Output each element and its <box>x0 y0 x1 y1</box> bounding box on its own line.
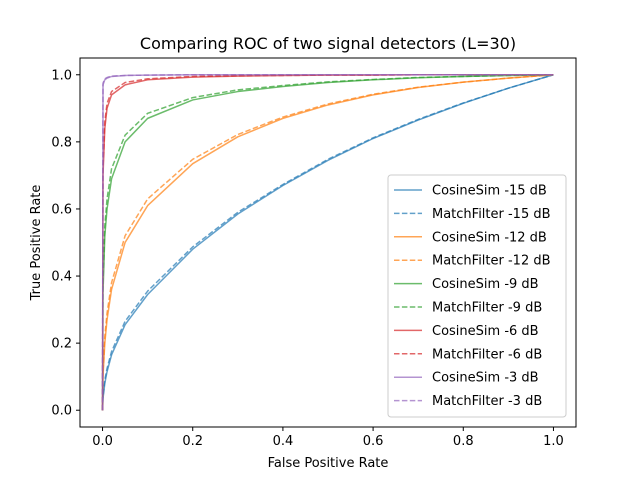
y-tick-label: 0.0 <box>51 404 72 419</box>
legend-label-9: MatchFilter -3 dB <box>432 394 542 409</box>
x-tick-label: 0.2 <box>182 434 203 449</box>
x-tick-label: 0.6 <box>363 434 384 449</box>
x-axis-label: False Positive Rate <box>268 456 389 471</box>
plot-frame <box>79 57 577 428</box>
legend-label-6: CosineSim -6 dB <box>432 324 539 339</box>
legend-label-2: CosineSim -12 dB <box>432 230 547 245</box>
x-tick-label: 1.0 <box>543 434 564 449</box>
legend-label-4: CosineSim -9 dB <box>432 277 539 292</box>
legend-label-0: CosineSim -15 dB <box>432 184 547 199</box>
plot-area <box>101 74 554 411</box>
chart-title: Comparing ROC of two signal detectors (L… <box>140 34 516 53</box>
legend-label-5: MatchFilter -9 dB <box>432 301 542 316</box>
y-tick-label: 1.0 <box>51 68 72 83</box>
series-line-1 <box>101 74 554 411</box>
x-tick-label: 0.4 <box>273 434 294 449</box>
legend-label-1: MatchFilter -15 dB <box>432 207 551 222</box>
y-axis: 0.0 0.2 0.4 0.6 0.8 1.0 <box>51 68 80 419</box>
legend-box <box>387 174 567 418</box>
legend-label-8: CosineSim -3 dB <box>432 371 539 386</box>
legend-label-7: MatchFilter -6 dB <box>432 347 542 362</box>
y-tick-label: 0.4 <box>51 270 72 285</box>
series-line-4 <box>101 74 554 411</box>
series-line-5 <box>101 74 554 411</box>
y-tick-label: 0.2 <box>51 337 72 352</box>
y-tick-label: 0.6 <box>51 202 72 217</box>
y-tick-label: 0.8 <box>51 135 72 150</box>
x-tick-label: 0.0 <box>92 434 113 449</box>
series-line-3 <box>101 74 554 411</box>
series-line-9 <box>101 74 554 411</box>
y-axis-label: True Positive Rate <box>29 185 44 302</box>
legend: CosineSim -15 dB MatchFilter -15 dB Cosine… <box>387 174 567 418</box>
x-axis: 0.0 0.2 0.4 0.6 0.8 1.0 <box>92 427 564 449</box>
x-tick-label: 0.8 <box>453 434 474 449</box>
legend-label-3: MatchFilter -12 dB <box>432 254 551 269</box>
